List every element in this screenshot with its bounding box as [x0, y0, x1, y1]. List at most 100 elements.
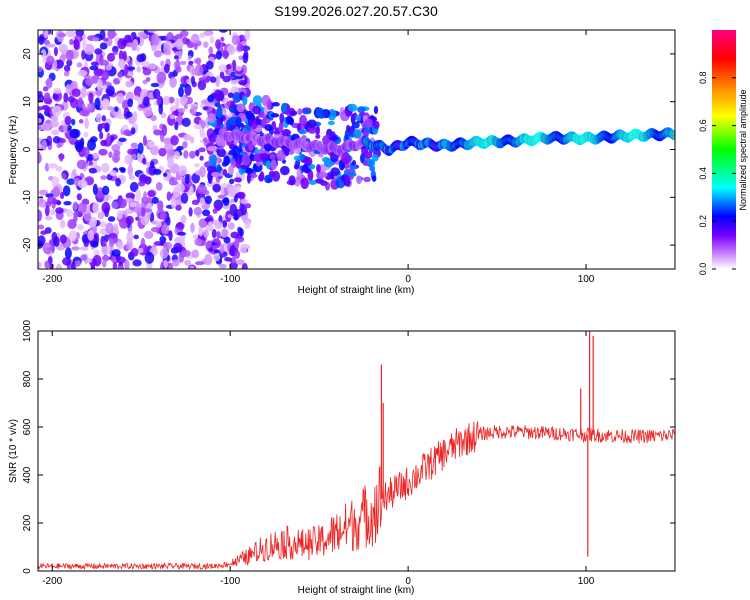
spectral-blob	[72, 215, 78, 223]
spectral-blob	[166, 148, 175, 157]
spectral-blob	[136, 54, 145, 63]
spectral-blob	[288, 175, 296, 186]
spectral-blob	[230, 100, 235, 108]
y-tick-label: -10	[22, 190, 33, 205]
spectral-blob	[64, 247, 72, 260]
spectral-blob	[102, 84, 107, 92]
spectral-blob	[230, 71, 236, 78]
spectral-blob	[356, 175, 363, 185]
spectral-blob	[222, 168, 228, 176]
spectral-blob	[38, 189, 49, 196]
spectral-blob	[201, 120, 206, 129]
spectral-blob	[160, 60, 165, 67]
spectral-blob	[212, 219, 220, 226]
spectral-blob	[55, 207, 64, 214]
x-tick-label: 0	[405, 576, 411, 587]
spectral-blob	[106, 106, 115, 111]
spectral-blob	[195, 57, 202, 65]
spectral-blob	[157, 200, 164, 212]
spectral-blob	[179, 60, 187, 65]
spectral-blob	[87, 103, 93, 110]
spectral-blob	[241, 262, 248, 269]
spectral-blob	[52, 93, 59, 100]
spectral-blob	[92, 201, 100, 214]
spectral-blob	[186, 41, 195, 49]
spectral-blob	[72, 201, 78, 211]
spectral-blob	[77, 69, 88, 77]
spectral-blob	[183, 133, 192, 141]
snr-y-axis: 0 200 400 600 800 1000	[22, 319, 675, 574]
spectral-blob	[166, 216, 171, 226]
spectral-blob	[41, 123, 51, 131]
x-tick-label: 0	[405, 274, 411, 285]
spectral-blob	[235, 184, 241, 194]
y-tick-label: -20	[22, 237, 33, 252]
spectral-blob	[216, 118, 222, 127]
spectral-blob	[141, 207, 146, 218]
spectral-blob	[194, 65, 199, 76]
spectral-blob	[140, 216, 149, 226]
spectral-blob	[194, 163, 200, 168]
spectral-blob	[347, 103, 358, 112]
spectral-blob	[39, 195, 44, 204]
spectral-blob	[150, 82, 160, 88]
spectral-blob	[116, 210, 123, 220]
spectral-blob	[231, 34, 241, 46]
spectral-blob	[159, 247, 169, 259]
spectral-blob	[217, 194, 225, 199]
spectral-blob	[109, 170, 118, 177]
spectral-blob	[69, 82, 77, 90]
spectral-blob	[346, 124, 351, 133]
spectral-blob	[179, 96, 188, 104]
spectral-blob	[278, 121, 284, 133]
spectral-blob	[105, 64, 112, 71]
spectral-blob	[193, 124, 203, 130]
spectral-blob	[201, 209, 211, 217]
spectral-blob	[94, 97, 101, 110]
spectral-blob	[53, 87, 62, 94]
spectral-blob	[140, 237, 146, 250]
spectral-blob	[256, 161, 261, 167]
spectral-blob	[347, 171, 357, 178]
spectral-blob	[198, 147, 206, 153]
spectral-blob	[106, 52, 116, 62]
spectral-blob	[85, 77, 95, 86]
spectral-blob	[108, 238, 115, 248]
spectral-blob	[205, 60, 214, 70]
spectral-blob	[259, 171, 265, 182]
spectral-blob	[117, 198, 127, 209]
spectral-blob	[196, 184, 207, 195]
spectral-blob	[38, 66, 43, 73]
spectral-blob	[308, 180, 317, 185]
spectral-blob	[190, 76, 196, 85]
spectral-blob	[61, 173, 67, 180]
spectral-blob	[43, 30, 49, 39]
spectral-blob	[246, 172, 251, 184]
x-tick-label: 100	[578, 274, 595, 285]
spectral-blob	[211, 228, 217, 239]
spectral-blob	[111, 144, 121, 152]
spectral-blob	[363, 176, 371, 183]
spectral-blob	[251, 121, 258, 130]
spectral-blob	[208, 46, 214, 55]
spectral-blob	[153, 50, 162, 58]
spectral-blob	[234, 250, 241, 259]
spectral-blob	[219, 243, 225, 254]
spectral-blob	[38, 35, 45, 45]
snr-panel: -200 -100 0 100 0 200 400 600 800 1000 Height of…	[8, 319, 676, 596]
spectral-blob	[175, 65, 182, 73]
spectral-blob	[63, 64, 71, 72]
spectral-blob	[307, 169, 314, 182]
spectral-blob	[188, 60, 194, 65]
spectral-blob	[205, 75, 212, 82]
spectral-blob	[147, 190, 156, 198]
spectral-blob	[74, 260, 81, 267]
spectral-blob	[38, 106, 44, 111]
spectral-blob	[84, 117, 89, 130]
spectral-blob	[177, 112, 183, 119]
spectral-blob	[182, 141, 188, 149]
spectral-blob	[199, 166, 206, 178]
spectral-blob	[53, 46, 59, 57]
spectral-blob	[169, 76, 177, 88]
spectral-blob	[183, 104, 188, 110]
